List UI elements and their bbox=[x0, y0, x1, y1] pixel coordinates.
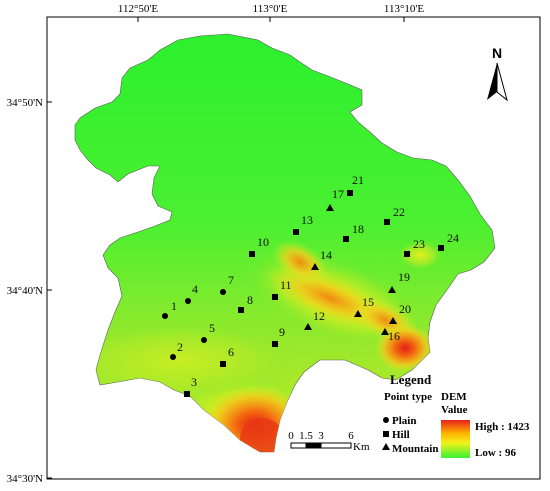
sample-point-circle-2 bbox=[170, 354, 176, 360]
sample-point-circle-4 bbox=[185, 298, 191, 304]
legend-circle-icon bbox=[383, 417, 389, 423]
legend: Legend Point type DEM Value Plain Hill M… bbox=[382, 372, 530, 459]
dem-low-label: Low : 96 bbox=[475, 447, 516, 459]
sample-point-label: 2 bbox=[177, 340, 183, 354]
legend-dem-title: DEM bbox=[441, 391, 467, 403]
dem-high-label: High : 1423 bbox=[475, 421, 530, 433]
legend-item-label: Mountain bbox=[392, 443, 438, 455]
sample-point-square-11 bbox=[272, 294, 278, 300]
sample-point-label: 21 bbox=[352, 173, 364, 187]
sample-point-label: 16 bbox=[388, 329, 400, 343]
sample-point-label: 5 bbox=[209, 321, 215, 335]
sample-point-square-3 bbox=[184, 391, 190, 397]
sample-point-label: 14 bbox=[320, 248, 332, 262]
sample-point-label: 9 bbox=[279, 325, 285, 339]
sample-point-circle-5 bbox=[201, 337, 207, 343]
sample-point-label: 4 bbox=[192, 282, 198, 296]
sample-point-square-13 bbox=[293, 229, 299, 235]
sample-point-label: 1 bbox=[171, 299, 177, 313]
sample-point-label: 8 bbox=[247, 293, 253, 307]
sample-point-triangle-12 bbox=[304, 323, 312, 330]
sample-point-label: 20 bbox=[399, 302, 411, 316]
sample-point-square-21 bbox=[347, 190, 353, 196]
sample-point-label: 7 bbox=[228, 273, 234, 287]
sample-point-label: 15 bbox=[362, 295, 374, 309]
scale-unit: Km bbox=[353, 441, 370, 453]
sample-point-square-18 bbox=[343, 236, 349, 242]
legend-dem-title-2: Value bbox=[441, 404, 468, 416]
scale-tick: 1.5 bbox=[299, 430, 313, 442]
sample-point-square-22 bbox=[384, 219, 390, 225]
sample-point-label: 13 bbox=[301, 213, 313, 227]
north-arrow-icon bbox=[487, 63, 497, 100]
scale-bar: 0 1.5 3 6 Km bbox=[288, 430, 370, 453]
sample-point-square-23 bbox=[404, 251, 410, 257]
legend-point-type-title: Point type bbox=[384, 391, 432, 403]
dem-color-ramp bbox=[441, 420, 470, 458]
left-tick-label: 34°30'N bbox=[7, 473, 43, 485]
sample-point-square-9 bbox=[272, 341, 278, 347]
sample-point-label: 6 bbox=[228, 345, 234, 359]
sample-point-label: 11 bbox=[280, 278, 292, 292]
sample-point-square-10 bbox=[249, 251, 255, 257]
sample-point-square-8 bbox=[238, 307, 244, 313]
scale-tick: 6 bbox=[348, 430, 354, 442]
legend-triangle-icon bbox=[382, 443, 390, 450]
sample-point-label: 24 bbox=[447, 231, 459, 245]
legend-title: Legend bbox=[390, 372, 432, 387]
sample-point-circle-7 bbox=[220, 289, 226, 295]
sample-point-label: 3 bbox=[191, 375, 197, 389]
north-arrow-label: N bbox=[492, 45, 502, 61]
sample-point-label: 18 bbox=[352, 222, 364, 236]
sample-point-triangle-17 bbox=[326, 204, 334, 211]
sample-point-triangle-15 bbox=[354, 310, 362, 317]
sample-point-label: 19 bbox=[398, 270, 410, 284]
sample-point-label: 12 bbox=[313, 309, 325, 323]
left-tick-label: 34°50'N bbox=[7, 97, 43, 109]
sample-point-triangle-14 bbox=[311, 263, 319, 270]
sample-point-triangle-16 bbox=[381, 328, 389, 335]
sample-point-label: 22 bbox=[393, 205, 405, 219]
legend-item-label: Plain bbox=[392, 415, 416, 427]
sample-point-square-24 bbox=[438, 245, 444, 251]
sample-point-label: 10 bbox=[257, 235, 269, 249]
legend-item-label: Hill bbox=[392, 429, 410, 441]
left-tick-label: 34°40'N bbox=[7, 285, 43, 297]
sample-point-label: 17 bbox=[332, 187, 344, 201]
sample-point-triangle-19 bbox=[388, 286, 396, 293]
north-arrow: N bbox=[487, 45, 508, 102]
top-tick-label: 112°50'E bbox=[118, 3, 158, 15]
sample-point-triangle-20 bbox=[389, 317, 397, 324]
graticule-ticks bbox=[47, 17, 405, 479]
legend-square-icon bbox=[383, 431, 389, 437]
sample-point-circle-1 bbox=[162, 313, 168, 319]
top-tick-label: 113°10'E bbox=[384, 3, 424, 15]
scale-tick: 0 bbox=[288, 430, 294, 442]
sample-point-label: 23 bbox=[413, 237, 425, 251]
top-tick-label: 113°0'E bbox=[253, 3, 288, 15]
scale-tick: 3 bbox=[318, 430, 324, 442]
sample-point-square-6 bbox=[220, 361, 226, 367]
